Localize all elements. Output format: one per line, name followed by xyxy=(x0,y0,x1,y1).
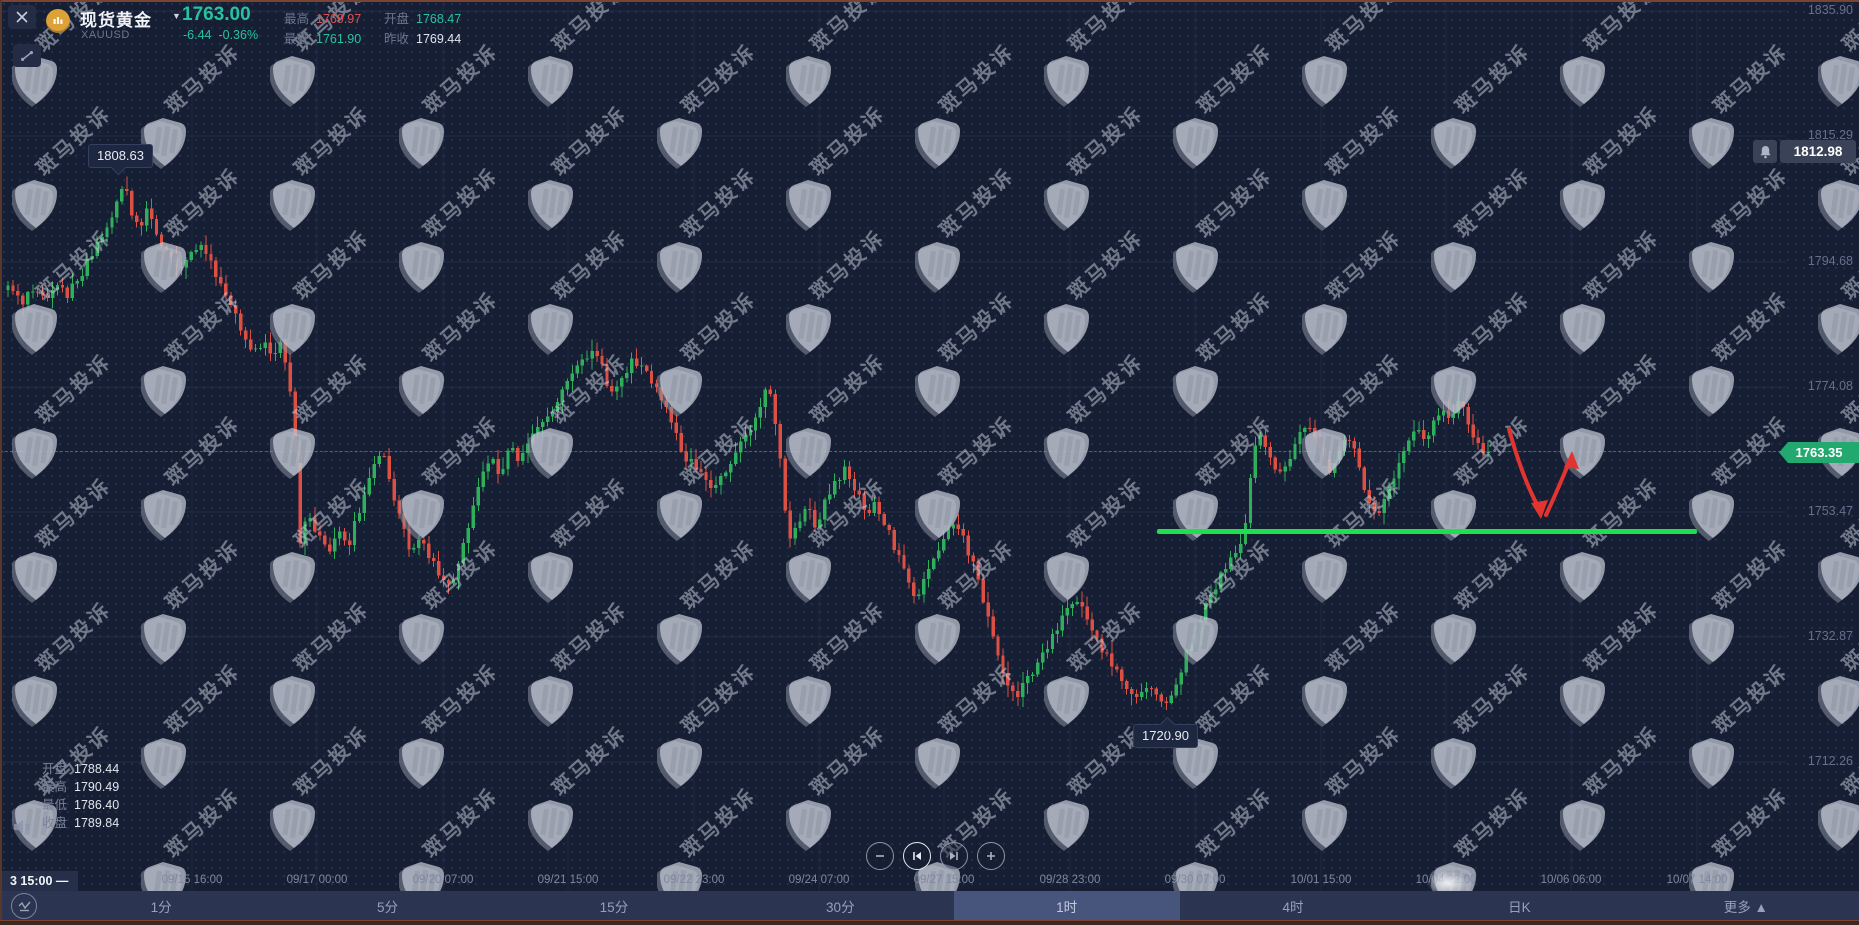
top-border xyxy=(0,0,1859,2)
period-tab-30分[interactable]: 30分 xyxy=(826,900,855,915)
support-trendline[interactable] xyxy=(1157,529,1697,534)
stat-open: 开盘 1768.47 xyxy=(384,12,462,26)
close-icon xyxy=(16,11,28,23)
left-border xyxy=(0,0,2,925)
crosshair-time-tooltip: 3 15:00 — xyxy=(0,871,79,891)
time-tick-label: 09/17 00:00 xyxy=(286,874,348,886)
hovered-candle-ohlc: 开盘 1788.44 最高 1790.49 最低 1786.40 收盘 1789.84 xyxy=(42,762,120,830)
time-tick-label: 10/01 15:00 xyxy=(1290,874,1352,886)
time-tick-label: 09/27 15:00 xyxy=(913,874,975,886)
period-tab-5分[interactable]: 5分 xyxy=(377,900,399,915)
skip-to-start-button[interactable] xyxy=(903,842,931,870)
time-tick-label: 09/22 23:00 xyxy=(663,874,725,886)
gold-coin-icon xyxy=(46,9,70,33)
price-tick-label: 1815.29 xyxy=(1807,128,1853,142)
price-tick-label: 1835.90 xyxy=(1807,3,1853,17)
trendline-tool-button[interactable] xyxy=(13,44,41,67)
period-tab-1时[interactable]: 1时 xyxy=(953,891,1180,921)
bottom-border xyxy=(0,920,1859,925)
zoom-out-button[interactable] xyxy=(866,842,894,870)
price-tick-label: 1774.08 xyxy=(1807,379,1853,393)
alert-price-value: 1812.98 xyxy=(1780,140,1856,163)
period-toolbar: 1分 5分 15分 30分 1时 4时 日K 更多 ▲ xyxy=(0,891,1859,921)
price-change: -6.44 -0.36% xyxy=(183,28,259,42)
time-tick-label: 09/30 07:00 xyxy=(1164,874,1226,886)
period-high-tooltip: 1808.63 xyxy=(88,144,153,176)
stat-low: 最低 1761.90 xyxy=(284,32,362,46)
stat-high: 最高 1769.97 xyxy=(284,12,362,26)
current-price-line xyxy=(0,451,1786,452)
price-tick-label: 1712.26 xyxy=(1807,754,1853,768)
symbol-code: XAUUSD xyxy=(81,29,130,41)
period-low-tooltip: 1720.90 xyxy=(1133,716,1198,748)
time-tick-label: 09/24 07:00 xyxy=(788,874,850,886)
line-chart-icon xyxy=(18,901,31,912)
period-tab-4时[interactable]: 4时 xyxy=(1282,900,1304,915)
zoom-in-button[interactable] xyxy=(977,842,1005,870)
time-tick-label: 09/21 15:00 xyxy=(537,874,599,886)
time-tick-label: 10/07 14:00 xyxy=(1666,874,1728,886)
symbol-title[interactable]: 现货黄金 xyxy=(80,11,152,30)
mute-icon[interactable] xyxy=(10,816,32,838)
skip-to-end-button[interactable] xyxy=(940,842,968,870)
current-price-badge: 1763.35 xyxy=(1779,442,1859,463)
time-tick-label: 09/28 23:00 xyxy=(1039,874,1101,886)
period-tab-日K[interactable]: 日K xyxy=(1508,900,1531,915)
last-price: 1763.00 xyxy=(182,4,251,25)
close-button[interactable] xyxy=(8,5,36,29)
period-tab-更多 ▲[interactable]: 更多 ▲ xyxy=(1723,900,1768,915)
playback-controls xyxy=(866,842,1005,870)
price-tick-label: 1753.47 xyxy=(1807,504,1853,518)
bell-icon[interactable] xyxy=(1753,140,1777,163)
trendline-tool-icon xyxy=(21,50,33,61)
price-alert-badge[interactable]: 1812.98 xyxy=(1753,140,1856,163)
time-tick-label: 09/15 16:00 xyxy=(161,874,223,886)
chart-style-button[interactable] xyxy=(0,891,48,921)
time-tick-label: 09/20 07:00 xyxy=(412,874,474,886)
period-tab-15分[interactable]: 15分 xyxy=(599,900,629,915)
chevron-down-icon[interactable]: ▼ xyxy=(172,11,181,21)
price-tick-label: 1732.87 xyxy=(1807,629,1853,643)
time-tick-label: 10/06 06:00 xyxy=(1540,874,1602,886)
price-tick-label: 1794.68 xyxy=(1807,254,1853,268)
period-tab-1分[interactable]: 1分 xyxy=(150,900,172,915)
stat-prev-close: 昨收 1769.44 xyxy=(384,32,462,46)
